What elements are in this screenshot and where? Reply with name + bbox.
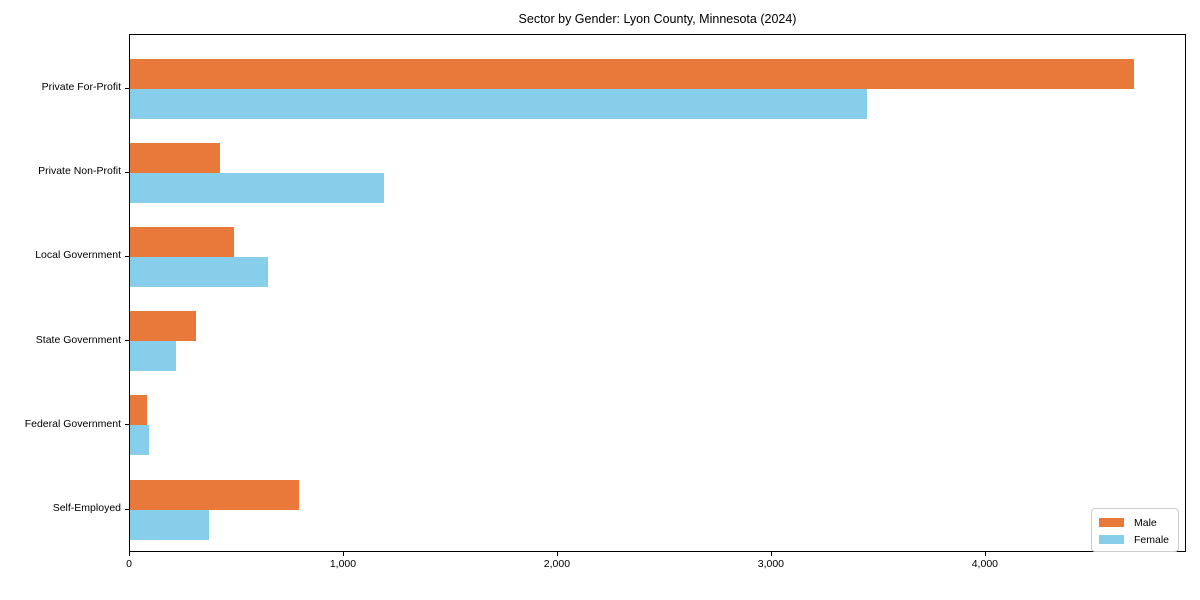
y-tick-mark (125, 508, 129, 510)
bar-female-state-government (130, 341, 176, 372)
y-tick-mark (125, 255, 129, 257)
legend-swatch-male (1099, 518, 1124, 527)
y-tick-label-private-for-profit: Private For-Profit (41, 81, 121, 93)
x-tick-label-3000: 3,000 (757, 558, 785, 570)
bar-male-self-employed (130, 479, 299, 510)
x-tick-mark (129, 552, 130, 556)
bar-male-federal-government (130, 395, 148, 426)
bar-male-private-for-profit (130, 58, 1134, 89)
bar-male-local-government (130, 226, 234, 257)
plot-area (129, 34, 1186, 552)
bar-male-private-non-profit (130, 142, 220, 173)
bar-female-private-non-profit (130, 172, 385, 203)
legend-swatch-female (1099, 535, 1124, 544)
bar-female-self-employed (130, 509, 210, 540)
y-tick-label-local-government: Local Government (35, 249, 121, 262)
bar-female-federal-government (130, 425, 150, 456)
x-tick-label-1000: 1,000 (329, 558, 357, 570)
x-tick-label-2000: 2,000 (543, 558, 571, 570)
y-tick-label-state-government: State Government (35, 333, 121, 346)
legend-label-female: Female (1134, 533, 1170, 546)
x-tick-mark (984, 552, 986, 556)
chart-title: Sector by Gender: Lyon County, Minnesota… (518, 12, 797, 26)
y-tick-mark (125, 340, 129, 342)
y-tick-label-private-non-profit: Private Non-Profit (38, 165, 121, 178)
bar-male-state-government (130, 311, 197, 342)
legend-label-male: Male (1134, 516, 1157, 529)
bar-female-private-for-profit (130, 88, 867, 119)
x-tick-mark (556, 552, 558, 556)
y-tick-mark (125, 171, 129, 173)
legend-entry-female: Female (1099, 531, 1171, 548)
y-tick-mark (125, 424, 129, 426)
y-tick-mark (125, 87, 129, 89)
legend: Male Female (1091, 508, 1179, 552)
x-tick-mark (770, 552, 772, 556)
x-tick-label-0: 0 (126, 558, 132, 570)
y-tick-label-self-employed: Self-Employed (52, 502, 121, 514)
legend-entry-male: Male (1099, 514, 1171, 531)
bar-female-local-government (130, 256, 268, 287)
x-tick-label-4000: 4,000 (971, 558, 998, 570)
y-tick-label-federal-government: Federal Government (24, 417, 121, 430)
x-tick-mark (342, 552, 344, 556)
